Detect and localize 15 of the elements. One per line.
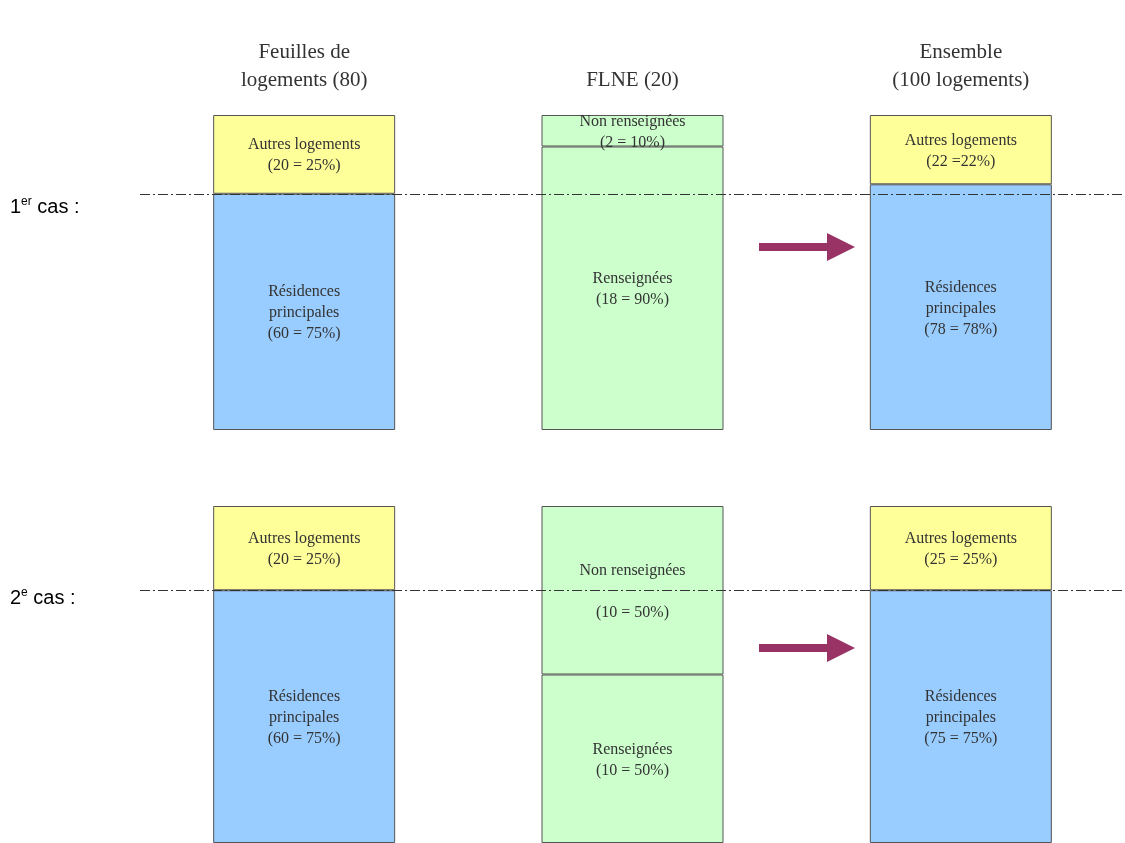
data-label: Renseignées (18 = 90%) — [592, 269, 673, 309]
text: Non renseignées (10 = 50%) — [579, 560, 686, 620]
data-label: Autres logements (25 = 25%) — [904, 529, 1018, 569]
data-label: Autres logements (20 = 25%) — [247, 135, 361, 175]
data-label: Renseignées (10 = 50%) — [592, 739, 673, 779]
data-label: Résidences principales (78 = 78%) — [924, 277, 998, 338]
data-label: Résidences principales (60 = 75%) — [267, 282, 341, 343]
data-label: Autres logements (22 =22%) — [904, 130, 1018, 170]
x-tick-label: Ensemble (100 logements) — [892, 39, 1030, 91]
data-label: Non renseignées (2 = 10%) — [579, 111, 686, 151]
data-label: Autres logements (20 = 25%) — [247, 529, 361, 569]
data-label: Résidences principales (75 = 75%) — [924, 687, 998, 748]
x-tick-label: Feuilles de logements (80) — [240, 39, 368, 91]
data-label: Résidences principales (60 = 75%) — [267, 687, 341, 748]
x-tick-label: FLNE (20) — [586, 67, 679, 91]
